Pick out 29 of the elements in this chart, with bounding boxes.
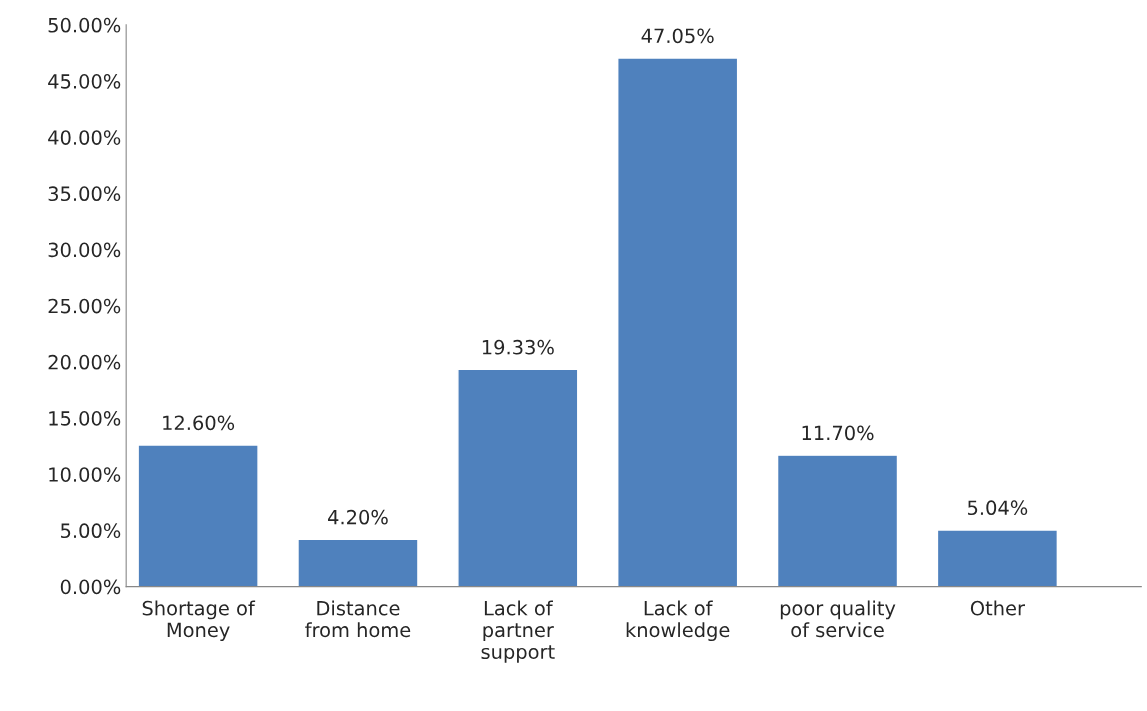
y-tick-label: 10.00% xyxy=(49,467,121,482)
y-tick-label: 45.00% xyxy=(48,74,121,89)
data-label: 4.20% xyxy=(328,509,388,525)
data-label: 19.33% xyxy=(482,339,554,355)
y-tick-label: 20.00% xyxy=(48,354,121,370)
bar xyxy=(137,444,259,587)
bar xyxy=(936,529,1059,587)
x-tick-label: Lack of partner support xyxy=(481,600,555,663)
y-tick-label: 40.00% xyxy=(48,130,121,145)
y-tick-label: 0.00% xyxy=(60,579,121,595)
y-tick-label: 5.00% xyxy=(61,523,121,539)
y-tick-label: 35.00% xyxy=(48,186,121,202)
bar xyxy=(617,57,739,587)
x-tick-label: Distance from home xyxy=(305,600,411,638)
bar xyxy=(776,454,899,587)
x-tick-label: Lack of knowledge xyxy=(626,600,730,642)
data-label: 5.04% xyxy=(968,500,1028,516)
x-tick-label: poor quality of service xyxy=(780,600,896,638)
data-label: 12.60% xyxy=(163,415,235,431)
data-label: 11.70% xyxy=(802,425,874,441)
y-tick-label: 15.00% xyxy=(49,411,121,426)
y-tick-label: 25.00% xyxy=(48,298,121,314)
bar xyxy=(457,368,579,587)
x-tick-label: Shortage of Money xyxy=(142,600,256,642)
x-tick-label: Other xyxy=(970,600,1025,616)
data-label: 47.05% xyxy=(641,28,714,44)
y-tick-label: 50.00% xyxy=(48,17,121,33)
bar xyxy=(297,538,419,587)
y-tick-label: 30.00% xyxy=(48,242,121,258)
